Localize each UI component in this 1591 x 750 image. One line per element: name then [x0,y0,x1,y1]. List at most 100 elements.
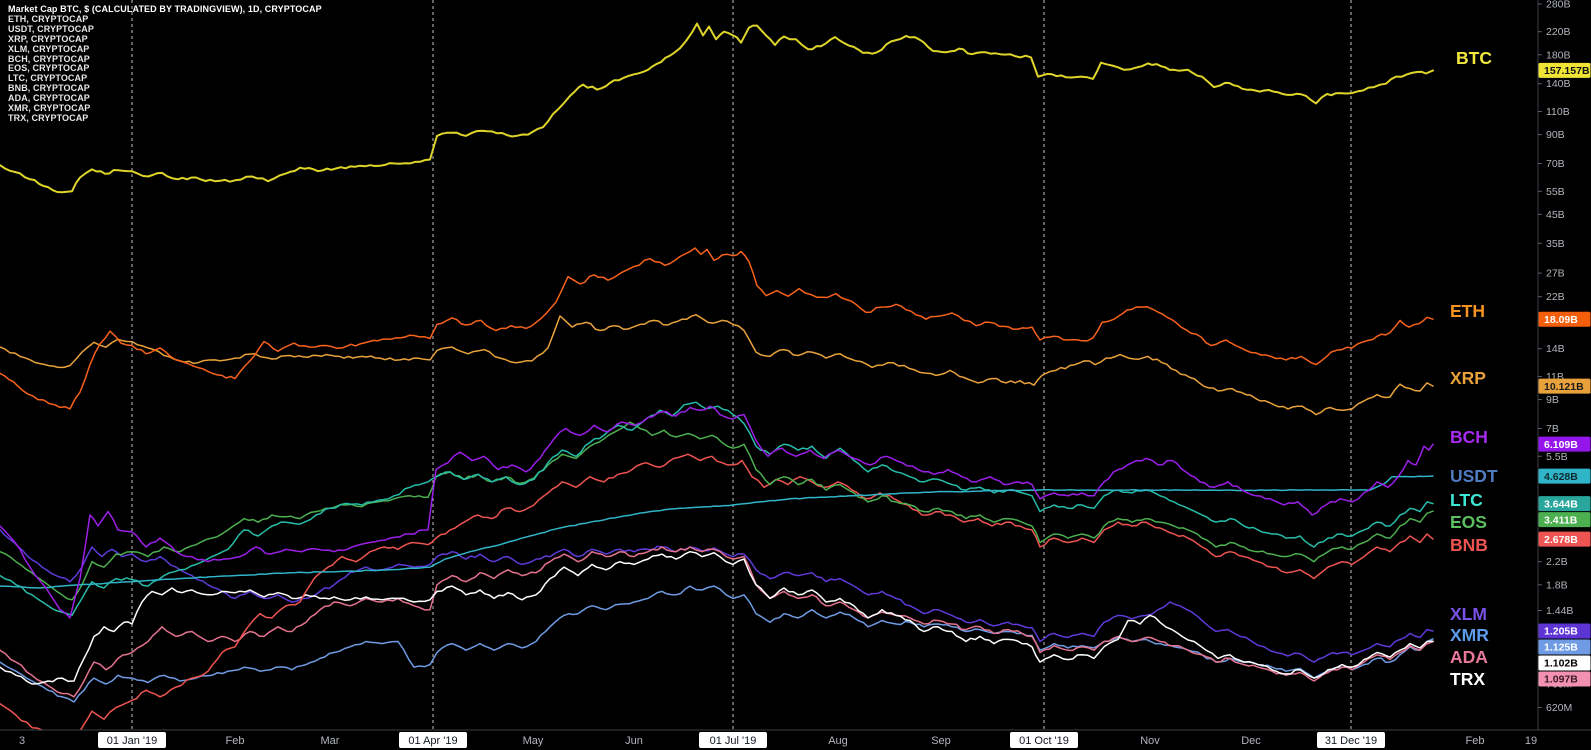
y-axis-tick-label: 45B [1546,209,1565,221]
price-badge-bch: 6.109B [1538,436,1591,452]
svg-text:157.157B: 157.157B [1544,65,1590,77]
series-label-eos[interactable]: EOS [1450,512,1487,532]
series-line-bch[interactable] [0,405,1434,619]
svg-text:18.09B: 18.09B [1544,314,1578,326]
legend-line-xrp[interactable]: XRP, CRYPTOCAP [8,33,88,44]
y-axis-tick-label: 7B [1546,423,1559,435]
time-axis[interactable] [0,730,1591,750]
series-line-eos[interactable] [0,421,1434,601]
price-badge-eos: 3.411B [1538,512,1591,528]
y-axis-tick-label: 90B [1546,129,1565,141]
svg-text:1.102B: 1.102B [1544,658,1578,670]
price-badge-xlm: 1.205B [1538,623,1591,639]
series-line-eth[interactable] [0,247,1434,410]
svg-text:3.644B: 3.644B [1544,498,1578,510]
series-line-xmr[interactable] [0,585,1434,703]
series-line-trx[interactable] [0,550,1434,685]
price-badge-usdt: 4.628B [1538,468,1591,484]
time-axis-label: Dec [1241,735,1261,747]
svg-text:1.097B: 1.097B [1544,674,1578,686]
series-label-xmr[interactable]: XMR [1450,625,1489,645]
y-axis-tick-label: 1.44B [1546,605,1573,617]
time-axis-label: Jun [625,735,643,747]
svg-text:31 Dec '19: 31 Dec '19 [1325,735,1377,747]
y-axis-tick-label: 5.5B [1546,451,1568,463]
price-badge-trx: 1.102B [1538,655,1591,671]
y-axis-tick-label: 180B [1546,49,1571,61]
series-line-bnb[interactable] [0,453,1434,743]
svg-text:01 Jul '19: 01 Jul '19 [710,735,757,747]
y-axis-tick-label: 70B [1546,158,1565,170]
y-axis-tick-label: 1.8B [1546,579,1568,591]
time-axis-label: Feb [1466,735,1485,747]
price-badge-xmr: 1.125B [1538,639,1591,655]
legend-line-xmr[interactable]: XMR, CRYPTOCAP [8,103,91,114]
series-label-xrp[interactable]: XRP [1450,368,1486,388]
y-axis-tick-label: 22B [1546,291,1565,303]
time-axis-badge: 01 Jul '19 [699,732,767,748]
legend-line-xlm[interactable]: XLM, CRYPTOCAP [8,43,90,54]
time-axis-label: 3 [19,735,25,747]
time-axis-badge: 01 Oct '19 [1010,732,1078,748]
series-label-bnb[interactable]: BNB [1450,535,1488,555]
legend-line-ltc[interactable]: LTC, CRYPTOCAP [8,73,88,84]
y-axis-tick-label: 35B [1546,238,1565,250]
series-label-usdt[interactable]: USDT [1450,466,1498,486]
series-label-ada[interactable]: ADA [1450,647,1488,667]
y-axis-tick-label: 620M [1546,702,1572,714]
svg-text:4.628B: 4.628B [1544,471,1578,483]
price-badge-ada: 1.097B [1538,671,1591,687]
price-badge-xrp: 10.121B [1538,378,1591,394]
y-axis-tick-label: 220B [1546,26,1571,38]
svg-text:10.121B: 10.121B [1544,381,1584,393]
legend-line-usdt[interactable]: USDT, CRYPTOCAP [8,23,95,34]
chart-title[interactable]: Market Cap BTC, $ (CALCULATED BY TRADING… [8,4,322,14]
legend-line-eth[interactable]: ETH, CRYPTOCAP [8,13,89,24]
series-label-ltc[interactable]: LTC [1450,490,1483,510]
legend-line-bnb[interactable]: BNB, CRYPTOCAP [8,83,90,94]
series-line-xrp[interactable] [0,314,1434,416]
series-line-ltc[interactable] [0,401,1434,617]
price-badge-eth: 18.09B [1538,311,1591,327]
series-label-xlm[interactable]: XLM [1450,604,1487,624]
y-axis-tick-label: 140B [1546,78,1571,90]
time-axis-label: Feb [226,735,245,747]
svg-text:2.678B: 2.678B [1544,534,1578,546]
price-badge-btc: 157.157B [1538,62,1591,78]
price-badge-bnb: 2.678B [1538,531,1591,547]
y-axis-tick-label: 55B [1546,186,1565,198]
time-axis-badge: 01 Apr '19 [399,732,467,748]
series-label-trx[interactable]: TRX [1450,669,1485,689]
legend-line-ada[interactable]: ADA, CRYPTOCAP [8,93,90,104]
series-label-eth[interactable]: ETH [1450,301,1485,321]
svg-text:01 Jan '19: 01 Jan '19 [107,735,157,747]
y-axis-tick-label: 110B [1546,106,1570,118]
svg-text:3.411B: 3.411B [1544,514,1578,526]
svg-text:1.205B: 1.205B [1544,626,1578,638]
legend-line-bch[interactable]: BCH, CRYPTOCAP [8,53,90,64]
legend-line-trx[interactable]: TRX, CRYPTOCAP [8,112,89,123]
time-axis-label: Aug [828,735,848,747]
time-axis-label: Nov [1140,735,1160,747]
series-label-btc[interactable]: BTC [1456,48,1492,68]
svg-text:1.125B: 1.125B [1544,642,1578,654]
y-axis-tick-label: 14B [1546,343,1565,355]
time-axis-label: 19 [1525,735,1537,747]
price-axis[interactable] [1538,0,1591,730]
series-line-btc[interactable] [0,22,1434,194]
series-line-usdt[interactable] [0,475,1434,589]
svg-text:01 Oct '19: 01 Oct '19 [1019,735,1069,747]
time-axis-label: Mar [321,735,340,747]
time-axis-badge: 01 Jan '19 [98,732,166,748]
y-axis-tick-label: 9B [1546,394,1559,406]
price-badge-ltc: 3.644B [1538,496,1591,512]
series-line-ada[interactable] [0,546,1434,698]
time-axis-label: May [523,735,544,747]
legend-line-eos[interactable]: EOS, CRYPTOCAP [8,63,90,74]
series-label-bch[interactable]: BCH [1450,427,1488,447]
y-axis-tick-label: 2.2B [1546,556,1568,568]
svg-text:01 Apr '19: 01 Apr '19 [408,735,457,747]
